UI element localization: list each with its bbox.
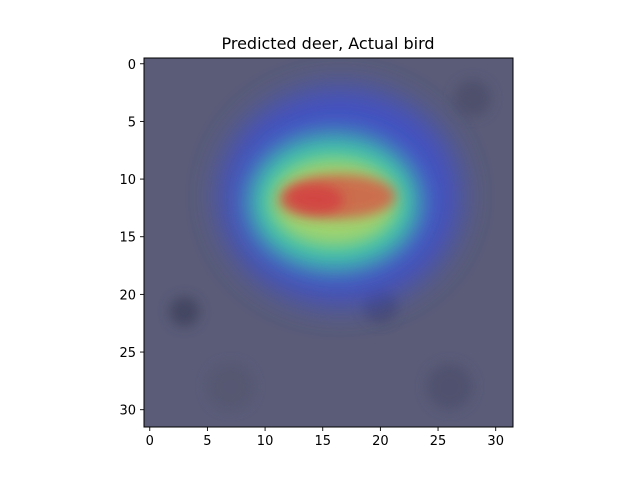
x-tick-label: 25 xyxy=(430,434,447,449)
activation-peak xyxy=(278,183,344,216)
x-tick-label: 20 xyxy=(372,434,389,449)
y-tick-label: 25 xyxy=(119,346,136,361)
image-texture-patch-4 xyxy=(426,363,473,410)
y-tick-label: 5 xyxy=(128,115,136,130)
x-tick-label: 5 xyxy=(203,434,211,449)
x-tick-label: 15 xyxy=(314,434,331,449)
chart-title: Predicted deer, Actual bird xyxy=(221,34,434,53)
image-texture-patch-1 xyxy=(169,296,200,327)
x-tick-label: 30 xyxy=(487,434,504,449)
y-tick-label: 10 xyxy=(119,173,136,188)
x-axis: 0 5 10 15 20 25 30 xyxy=(146,427,504,449)
y-axis: 0 5 10 15 20 25 30 xyxy=(119,58,144,419)
image-texture-patch-3 xyxy=(454,79,492,117)
x-tick-label: 10 xyxy=(257,434,274,449)
y-tick-label: 30 xyxy=(119,404,136,419)
plot-area xyxy=(144,58,513,427)
y-tick-label: 15 xyxy=(119,231,136,246)
y-tick-label: 0 xyxy=(128,58,136,73)
y-tick-label: 20 xyxy=(119,288,136,303)
axes-frame xyxy=(143,57,514,428)
image-texture-patch-5 xyxy=(207,363,254,410)
x-tick-label: 0 xyxy=(146,434,154,449)
